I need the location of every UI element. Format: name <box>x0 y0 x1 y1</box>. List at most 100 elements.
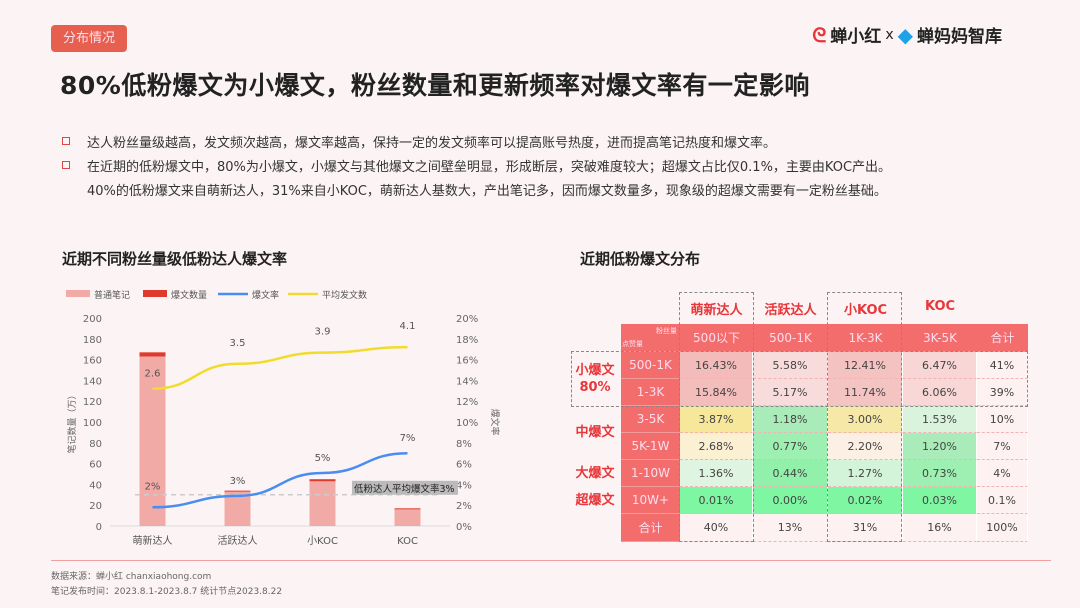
section-tag: 分布情况 <box>51 25 127 52</box>
avg-posts-label: 3.5 <box>230 338 246 349</box>
highlight-box-small-viral <box>571 351 1028 407</box>
page-title: 80%低粉爆文为小爆文，粉丝数量和更新频率对爆文率有一定影响 <box>60 71 810 100</box>
y-tick-label: 0 <box>96 522 102 533</box>
y-tick-label: 80 <box>89 439 102 450</box>
creator-type-header: 萌新达人 <box>690 303 743 318</box>
table-cell: 6.47% <box>903 352 977 379</box>
highlight-box-small-koc <box>827 292 902 542</box>
legend-swatch <box>66 290 90 297</box>
table-cell: 1.53% <box>903 406 977 433</box>
table-cell: 2.68% <box>680 433 753 460</box>
y2-tick-label: 8% <box>456 439 472 450</box>
brand2: 蝉妈妈智库 <box>917 27 1002 47</box>
y-tick-label: 20 <box>89 501 102 512</box>
group-label: 中爆文 <box>575 425 615 440</box>
table-cell: 11.74% <box>828 379 903 406</box>
table-cell: 3.87% <box>680 406 753 433</box>
row-header: 500-1K <box>621 352 680 379</box>
row-header: 1-3K <box>621 379 680 406</box>
bar-normal-notes <box>139 356 166 526</box>
x-tick-label: 小KOC <box>307 535 338 547</box>
table-cell: 0.01% <box>680 487 753 514</box>
logo: ᘓ 蝉小红 x ◆ 蝉妈妈智库 <box>812 22 1002 48</box>
reference-label: 低粉达人平均爆文率3% <box>354 483 455 495</box>
bar-normal-notes <box>224 491 251 526</box>
y2-tick-label: 12% <box>456 397 478 408</box>
column-header: 3K-5K <box>903 324 977 352</box>
y2-axis-label: 爆文率 <box>489 408 501 435</box>
table-cell: 15.84% <box>680 379 753 406</box>
table-cell: 0.77% <box>753 433 828 460</box>
y-tick-label: 100 <box>83 418 102 429</box>
table-cell: 13% <box>753 514 828 542</box>
brand1: 蝉小红 <box>830 27 882 47</box>
x-tick-label: 活跃达人 <box>218 535 258 547</box>
footer-period: 笔记发布时间：2023.8.1-2023.8.7 统计节点2023.8.22 <box>51 587 283 597</box>
y-tick-label: 140 <box>83 376 102 387</box>
line-avg-posts <box>152 345 408 390</box>
table-cell: 2.20% <box>828 433 903 460</box>
table-cell: 6.06% <box>903 379 977 406</box>
column-header: 500以下 <box>680 324 753 352</box>
table-cell: 12.41% <box>828 352 903 379</box>
avg-posts-label: 2.6 <box>145 369 161 380</box>
column-header: 500-1K <box>753 324 828 352</box>
corner-col-label: 粉丝量 <box>656 327 677 335</box>
group-label: 大爆文 <box>575 465 615 481</box>
y2-tick-label: 20% <box>456 314 478 325</box>
table-corner: 粉丝量 点赞量 <box>621 324 680 352</box>
table-title: 近期低粉爆文分布 <box>580 250 701 268</box>
row-header: 合计 <box>621 514 680 542</box>
y-axis-label: 笔记数量（万） <box>66 390 78 453</box>
chanxiaohong-logo-icon: ᘓ <box>812 22 827 47</box>
table-cell: 4% <box>977 460 1028 487</box>
table-cell: 0.1% <box>977 487 1028 514</box>
bullet-square-icon <box>62 137 70 145</box>
table-cell: 40% <box>680 514 753 542</box>
row-header: 5K-1W <box>621 433 680 460</box>
row-header: 1-10W <box>621 460 680 487</box>
table-cell: 7% <box>977 433 1028 460</box>
x-tick-label: 萌新达人 <box>133 534 173 547</box>
footer-source: 数据来源：蝉小红 chanxiaohong.com <box>51 572 212 582</box>
table-cell: 3.00% <box>828 406 903 433</box>
y2-tick-label: 0% <box>456 522 472 533</box>
legend-label: 爆文数量 <box>171 289 207 301</box>
combo-chart: 普通笔记 爆文数量 爆文率 平均发文数020406080100120140160180… <box>66 289 501 547</box>
bar-viral-count <box>394 508 421 510</box>
table-cell: 5.58% <box>753 352 828 379</box>
y-tick-label: 180 <box>83 335 102 346</box>
table-cell: 10% <box>977 406 1028 433</box>
legend-label: 普通笔记 <box>94 289 130 301</box>
table-cell: 5.17% <box>753 379 828 406</box>
row-header: 10W+ <box>621 487 680 514</box>
table-cell: 1.20% <box>903 433 977 460</box>
legend-swatch <box>143 290 167 297</box>
table-cell: 0.00% <box>753 487 828 514</box>
y2-tick-label: 10% <box>456 418 478 429</box>
group-label: 超爆文 <box>575 492 615 508</box>
column-header: 1K-3K <box>828 324 903 352</box>
table-cell: 1.18% <box>753 406 828 433</box>
row-header: 3-5K <box>621 406 680 433</box>
viral-rate-label: 7% <box>400 433 416 444</box>
y2-tick-label: 14% <box>456 376 478 387</box>
y2-tick-label: 4% <box>456 480 472 491</box>
column-header: 合计 <box>977 324 1028 352</box>
group-label: 小爆文 80% <box>575 363 615 395</box>
avg-posts-label: 4.1 <box>400 321 416 332</box>
bar-viral-count <box>139 352 166 357</box>
bar-normal-notes <box>394 509 421 526</box>
bar-viral-count <box>309 479 336 482</box>
y2-tick-label: 16% <box>456 356 478 367</box>
table-cell: 16% <box>903 514 977 542</box>
bullet-square-icon <box>62 161 70 169</box>
table-cell: 0.03% <box>903 487 977 514</box>
chanmama-logo-icon: ◆ <box>897 22 913 47</box>
viral-rate-label: 5% <box>315 453 331 464</box>
y2-tick-label: 2% <box>456 501 472 512</box>
bar-normal-notes <box>309 481 336 526</box>
avg-posts-label: 3.9 <box>315 327 331 338</box>
y-tick-label: 160 <box>83 356 102 367</box>
